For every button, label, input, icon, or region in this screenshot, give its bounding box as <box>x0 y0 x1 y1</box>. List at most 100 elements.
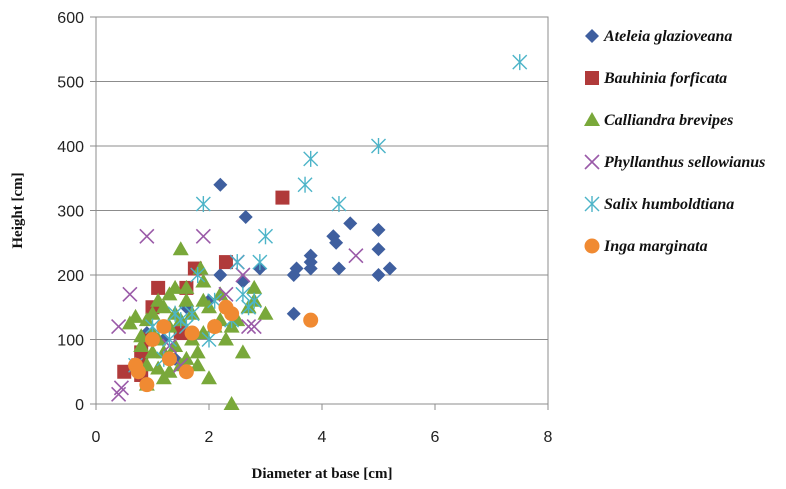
data-point <box>178 364 194 380</box>
data-point <box>241 299 257 316</box>
legend-label: Ateleia glazioveana <box>603 28 732 45</box>
y-tick-label: 200 <box>57 268 84 285</box>
x-axis-title: Diameter at base [cm] <box>252 466 393 482</box>
data-point <box>172 241 189 256</box>
legend-marker <box>584 154 600 170</box>
y-tick-label: 600 <box>57 10 84 27</box>
data-point <box>189 344 206 359</box>
data-point <box>161 351 177 367</box>
data-point <box>144 344 161 359</box>
data-point <box>195 196 211 213</box>
data-point <box>252 254 268 271</box>
y-tick-label: 0 <box>75 397 84 414</box>
y-tick-label: 100 <box>57 333 84 350</box>
data-point <box>213 268 228 282</box>
data-point <box>257 305 274 320</box>
data-point <box>178 292 195 307</box>
data-point <box>303 312 319 328</box>
data-point <box>371 268 386 282</box>
legend-item: Calliandra brevipes <box>584 112 733 129</box>
data-point <box>382 261 397 276</box>
data-point <box>331 196 347 213</box>
axes: 0 100 200 300 400 500 600 0 2 4 6 8 <box>57 10 552 446</box>
data-point <box>155 370 172 385</box>
legend-marker <box>585 71 599 85</box>
data-point <box>156 319 172 335</box>
data-point <box>190 267 206 283</box>
y-tick-label: 300 <box>57 204 84 221</box>
data-point <box>201 331 217 348</box>
data-point <box>371 242 386 257</box>
data-point <box>139 377 155 393</box>
legend-marker <box>585 29 599 43</box>
data-point <box>121 315 138 330</box>
y-axis-title: Height [cm] <box>10 172 26 248</box>
data-point <box>238 209 253 224</box>
data-point <box>178 279 195 294</box>
data-point <box>289 261 304 276</box>
data-point <box>184 305 200 322</box>
data-point <box>195 228 211 244</box>
data-point <box>235 286 251 303</box>
legend-item: Bauhinia forficata <box>585 70 727 87</box>
data-point <box>213 177 228 192</box>
data-point <box>246 319 262 335</box>
data-point <box>297 176 313 193</box>
data-point <box>224 306 240 322</box>
data-point <box>343 216 358 231</box>
data-point <box>117 364 132 379</box>
x-tick-label: 6 <box>431 429 440 446</box>
data-point <box>235 267 251 283</box>
data-point <box>303 248 318 263</box>
legend-label: Bauhinia forficata <box>603 70 727 87</box>
data-point <box>217 331 234 346</box>
data-point <box>331 261 346 276</box>
series-6 <box>128 299 319 393</box>
data-point <box>329 235 344 250</box>
data-point <box>195 325 212 340</box>
data-point <box>145 318 160 335</box>
data-point <box>122 286 138 302</box>
series-5 <box>128 54 528 374</box>
y-tick-label: 500 <box>57 75 84 92</box>
data-point <box>192 260 209 275</box>
data-point <box>111 319 127 335</box>
data-point <box>246 279 263 294</box>
data-point <box>234 344 251 359</box>
legend-label: Salix humboldtiana <box>604 196 734 213</box>
data-point <box>218 255 233 270</box>
legend-item: Phyllanthus sellowianus <box>584 154 765 171</box>
legend-label: Phyllanthus sellowianus <box>603 154 765 171</box>
data-point <box>371 138 386 154</box>
legend-marker <box>584 238 600 254</box>
data-point <box>223 396 240 410</box>
legend-label: Calliandra brevipes <box>604 112 733 129</box>
data-point <box>201 370 217 385</box>
data-point <box>258 228 273 245</box>
data-point <box>130 364 146 380</box>
data-point <box>167 279 184 294</box>
data-point <box>189 357 206 372</box>
data-point <box>275 190 290 205</box>
data-point <box>139 228 155 244</box>
data-point <box>218 286 234 302</box>
data-point <box>303 261 318 276</box>
data-point <box>348 248 364 264</box>
data-points <box>111 54 528 410</box>
data-point <box>184 325 200 341</box>
data-point <box>207 319 223 335</box>
x-tick-label: 8 <box>544 429 553 446</box>
series-1 <box>139 177 397 366</box>
data-point <box>133 337 150 352</box>
legend-item: Salix humboldtiana <box>584 196 734 213</box>
legend-item: Inga marginata <box>584 238 708 255</box>
data-point <box>286 306 301 321</box>
legend-marker <box>584 196 600 212</box>
data-point <box>155 299 172 314</box>
legend: Ateleia glazioveana Bauhinia forficata Cal… <box>584 28 765 255</box>
data-point <box>111 386 127 402</box>
legend-label: Inga marginata <box>603 238 708 255</box>
data-point <box>240 319 257 335</box>
data-point <box>161 331 177 348</box>
